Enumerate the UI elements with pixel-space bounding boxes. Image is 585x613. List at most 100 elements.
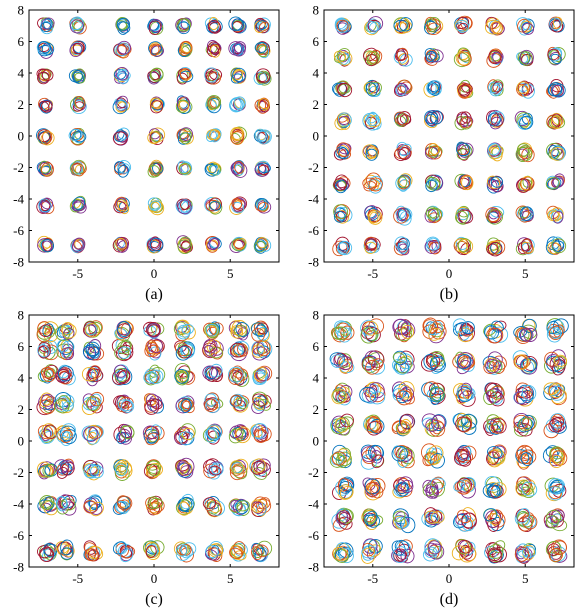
data-loop — [425, 179, 438, 193]
data-loop — [488, 513, 501, 526]
cluster — [69, 95, 87, 114]
data-loop — [519, 206, 534, 221]
data-loop — [233, 96, 246, 110]
data-loop — [522, 546, 537, 558]
data-loop — [117, 321, 131, 337]
data-loop — [207, 69, 220, 82]
data-loop — [519, 115, 534, 130]
data-loop — [456, 446, 470, 460]
data-loop — [229, 547, 243, 559]
data-loop — [456, 384, 474, 402]
data-loop — [517, 51, 530, 64]
data-loop — [428, 145, 442, 160]
data-loop — [366, 421, 382, 436]
data-loop — [426, 113, 438, 127]
data-loop — [149, 237, 164, 252]
data-loop — [143, 463, 158, 478]
data-loop — [179, 40, 193, 55]
x-tick-label: 0 — [446, 571, 453, 586]
data-loop — [428, 445, 444, 461]
cluster — [547, 46, 566, 66]
data-loop — [39, 399, 55, 415]
cluster — [112, 495, 133, 515]
data-loop — [549, 17, 562, 31]
cluster — [393, 236, 410, 256]
data-loop — [368, 539, 383, 554]
data-loop — [336, 510, 351, 524]
data-loop — [546, 355, 563, 372]
cluster — [173, 423, 196, 446]
data-loop — [391, 420, 408, 433]
data-loop — [61, 323, 77, 339]
cluster — [147, 197, 165, 216]
data-loop — [230, 394, 243, 407]
data-loop — [460, 445, 477, 462]
data-loop — [551, 238, 567, 254]
data-loop — [204, 344, 215, 357]
data-loop — [228, 366, 244, 383]
data-loop — [400, 516, 416, 534]
data-loop — [428, 543, 445, 560]
data-loop — [458, 477, 471, 490]
data-loop — [455, 51, 471, 66]
data-loop — [90, 464, 104, 479]
data-loop — [543, 382, 560, 395]
data-loop — [116, 97, 128, 109]
data-loop — [234, 163, 244, 176]
data-loop — [425, 49, 438, 62]
data-loop — [395, 50, 407, 62]
cluster — [229, 393, 250, 413]
data-loop — [456, 360, 471, 375]
cluster — [514, 508, 538, 533]
data-loop — [177, 497, 193, 512]
y-tick-label: -8 — [308, 560, 319, 575]
data-loop — [233, 541, 246, 555]
cluster — [204, 197, 223, 215]
cluster — [329, 444, 352, 469]
data-loop — [149, 68, 164, 82]
data-loop — [254, 42, 268, 53]
y-tick-label: 8 — [313, 3, 320, 18]
data-loop — [148, 237, 161, 250]
data-loop — [427, 237, 440, 251]
data-loop — [151, 98, 165, 111]
data-loop — [454, 448, 468, 463]
data-loop — [81, 367, 97, 382]
data-loop — [394, 111, 409, 126]
data-loop — [424, 538, 441, 556]
data-loop — [149, 44, 160, 56]
data-loop — [69, 19, 85, 34]
data-loop — [180, 493, 194, 510]
cluster — [453, 507, 477, 532]
data-loop — [461, 512, 477, 529]
cluster — [512, 350, 538, 375]
cluster — [250, 496, 272, 518]
cluster — [543, 382, 567, 406]
cluster — [331, 382, 353, 406]
data-loop — [258, 398, 271, 411]
x-tick-label: 0 — [151, 266, 158, 281]
data-loop — [54, 459, 69, 474]
data-loop — [392, 546, 409, 564]
cluster — [205, 235, 222, 253]
data-loop — [81, 399, 98, 415]
data-loop — [149, 161, 162, 175]
data-loop — [118, 346, 131, 359]
data-loop — [209, 201, 222, 211]
cluster — [251, 540, 273, 563]
cluster — [147, 159, 164, 178]
data-loop — [484, 545, 498, 560]
y-tick-label: -6 — [308, 528, 319, 543]
cluster — [482, 351, 507, 375]
data-loop — [254, 128, 267, 141]
data-loop — [231, 238, 246, 252]
data-loop — [484, 325, 499, 340]
data-loop — [456, 208, 470, 221]
data-loop — [255, 198, 266, 209]
data-loop — [82, 345, 97, 360]
data-loop — [458, 209, 474, 224]
data-loop — [362, 177, 378, 190]
data-loop — [331, 388, 347, 405]
cluster — [205, 40, 222, 58]
y-tick-label: -4 — [13, 497, 24, 512]
